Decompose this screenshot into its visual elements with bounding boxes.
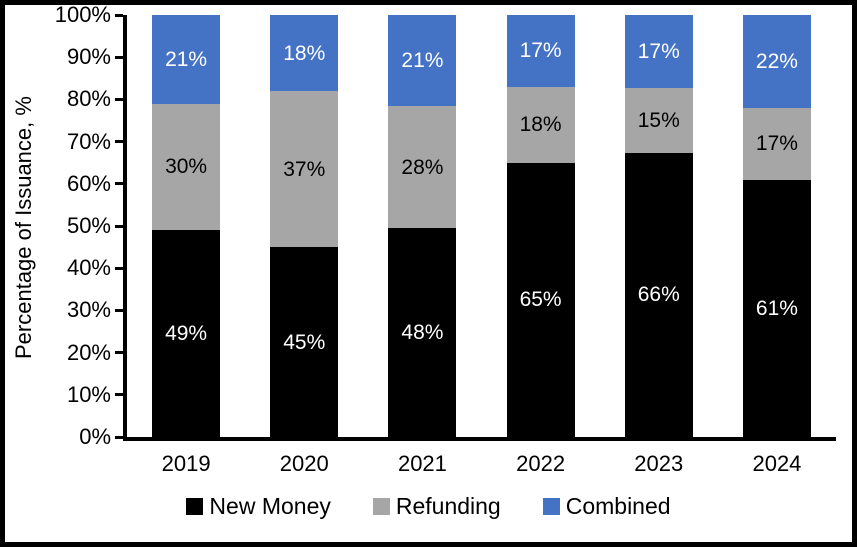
legend-label: Refunding <box>395 493 501 519</box>
data-label: 18% <box>519 113 562 137</box>
y-tick-mark <box>115 55 123 59</box>
x-tick-label-2023: 2023 <box>634 451 684 476</box>
bar-segment-combined: 18% <box>270 15 339 91</box>
data-label: 21% <box>165 47 208 71</box>
bar-slot-2020: 45% 37% 18% <box>245 15 363 437</box>
bar-slot-2019: 49% 30% 21% <box>127 15 245 437</box>
data-label: 30% <box>165 155 208 179</box>
bar-segment-combined: 22% <box>742 15 811 108</box>
data-label: 37% <box>283 157 326 181</box>
stacked-bar-2020: 45% 37% 18% <box>270 15 339 437</box>
bar-segment-refunding: 30% <box>152 103 221 231</box>
legend-item-new-money: New Money <box>186 493 331 520</box>
x-tick-label-2022: 2022 <box>516 451 566 476</box>
y-tick-label: 60% <box>66 170 111 196</box>
legend-item-refunding: Refunding <box>372 493 501 520</box>
bar-segment-refunding: 15% <box>624 88 693 153</box>
y-tick-label: 80% <box>66 86 111 112</box>
data-label: 17% <box>519 39 562 63</box>
data-label: 28% <box>401 155 444 179</box>
bar-segment-new-money: 66% <box>624 152 693 437</box>
legend-swatch-icon <box>372 498 390 515</box>
stacked-bar-2022: 65% 18% 17% <box>506 15 575 437</box>
bar-segment-new-money: 45% <box>270 247 339 437</box>
data-label: 65% <box>519 288 562 312</box>
bar-slot-2022: 65% 18% 17% <box>482 15 600 437</box>
y-tick-mark <box>115 97 123 101</box>
legend-swatch-icon <box>186 498 204 515</box>
y-tick-mark <box>115 435 123 439</box>
y-tick-mark <box>115 182 123 186</box>
data-label: 17% <box>637 40 680 64</box>
y-tick-mark <box>115 13 123 17</box>
stacked-bar-2021: 48% 28% 21% <box>388 15 457 437</box>
y-axis-tick-labels: 0% 10% 20% 30% 40% 50% 60% 70% 80% 90% 100% <box>5 5 111 449</box>
stacked-bar-2024: 61% 17% 22% <box>742 15 811 437</box>
bar-segment-refunding: 17% <box>742 107 811 180</box>
y-tick-label: 0% <box>79 424 111 449</box>
bar-segment-combined: 17% <box>624 15 693 89</box>
bar-segment-refunding: 28% <box>388 106 457 229</box>
data-label: 49% <box>165 322 208 346</box>
data-label: 45% <box>283 330 326 354</box>
data-label: 15% <box>637 109 680 132</box>
bar-segment-new-money: 49% <box>152 230 221 437</box>
data-label: 66% <box>637 283 680 307</box>
data-label: 21% <box>401 49 444 73</box>
bar-segment-new-money: 61% <box>742 179 811 437</box>
y-tick-mark <box>115 308 123 312</box>
data-label: 61% <box>755 296 798 320</box>
y-tick-mark <box>115 140 123 144</box>
bars-container: 49% 30% 21% 45% 37% 18% 48% 28% 21% 65% 18% 17% 66% 1… <box>127 15 836 437</box>
bar-slot-2023: 66% 15% 17% <box>600 15 718 437</box>
x-tick-label-2021: 2021 <box>397 451 447 476</box>
data-label: 17% <box>755 132 798 156</box>
bar-segment-combined: 21% <box>388 15 457 107</box>
data-label: 22% <box>755 49 798 73</box>
data-label: 18% <box>283 41 326 65</box>
bar-segment-new-money: 48% <box>388 228 457 437</box>
x-axis-tick-labels: 2019 2020 2021 2022 2023 2024 <box>127 451 836 477</box>
y-tick-label: 70% <box>66 128 111 154</box>
x-tick-label-2024: 2024 <box>752 451 802 476</box>
bar-slot-2024: 61% 17% 22% <box>718 15 836 437</box>
x-tick-label-2020: 2020 <box>279 451 329 476</box>
legend-item-combined: Combined <box>542 493 671 520</box>
x-tick-label-2019: 2019 <box>161 451 211 476</box>
y-tick-mark <box>115 224 123 228</box>
legend: New Money Refunding Combined <box>5 493 852 520</box>
legend-label: Combined <box>565 493 671 519</box>
legend-swatch-icon <box>542 498 560 515</box>
y-tick-label: 100% <box>54 2 111 27</box>
y-tick-mark <box>115 351 123 355</box>
stacked-bar-2023: 66% 15% 17% <box>624 15 693 437</box>
y-tick-label: 40% <box>66 255 111 281</box>
y-tick-label: 90% <box>66 44 111 70</box>
bar-segment-refunding: 37% <box>270 90 339 248</box>
bar-slot-2021: 48% 28% 21% <box>363 15 481 437</box>
y-tick-mark <box>115 393 123 397</box>
y-tick-label: 10% <box>66 381 111 407</box>
y-tick-mark <box>115 266 123 270</box>
y-tick-label: 20% <box>66 339 111 365</box>
bar-segment-combined: 21% <box>152 15 221 104</box>
y-tick-label: 50% <box>66 213 111 238</box>
bar-segment-combined: 17% <box>506 15 575 87</box>
plot-area: 49% 30% 21% 45% 37% 18% 48% 28% 21% 65% 18% 17% 66% 1… <box>115 13 836 441</box>
y-tick-label: 30% <box>66 297 111 323</box>
stacked-bar-2019: 49% 30% 21% <box>152 15 221 437</box>
legend-label: New Money <box>209 493 331 519</box>
bar-segment-new-money: 65% <box>506 162 575 437</box>
bar-segment-refunding: 18% <box>506 86 575 163</box>
data-label: 48% <box>401 321 444 345</box>
